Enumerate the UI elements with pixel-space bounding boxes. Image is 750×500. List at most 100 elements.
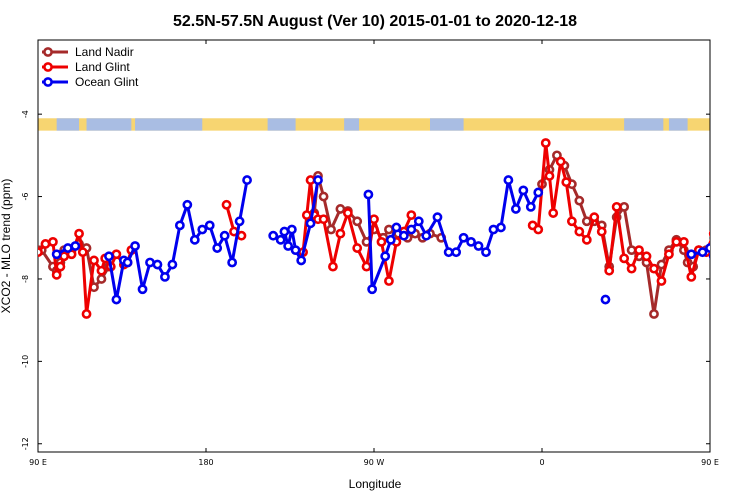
legend-label: Ocean Glint — [75, 75, 139, 89]
data-point — [283, 241, 294, 251]
data-point — [104, 251, 114, 262]
x-tick-label: 90 W — [364, 458, 385, 467]
data-point — [398, 230, 409, 241]
x-tick-label: 180 — [198, 458, 213, 467]
data-point — [466, 236, 476, 247]
data-point — [406, 224, 417, 235]
data-point — [221, 199, 232, 210]
data-point — [664, 249, 674, 260]
data-point — [561, 177, 572, 188]
data-point — [40, 239, 51, 249]
data-point — [152, 259, 163, 270]
band-ocean-6 — [624, 118, 664, 131]
data-point — [518, 185, 529, 196]
data-point — [705, 243, 710, 253]
data-point — [189, 234, 200, 245]
data-point — [328, 261, 338, 272]
band-ocean-1 — [86, 118, 132, 131]
data-point — [96, 265, 107, 276]
data-point — [708, 253, 710, 260]
data-point — [160, 271, 170, 282]
data-point — [671, 236, 682, 247]
data-point — [533, 187, 544, 198]
data-point — [641, 251, 652, 262]
legend-label: Land Glint — [75, 60, 130, 74]
legend-marker — [43, 47, 53, 57]
data-point — [626, 263, 637, 274]
data-point — [268, 230, 279, 241]
data-point — [686, 249, 697, 260]
data-point — [686, 271, 697, 282]
x-axis-label: Longitude — [349, 477, 402, 491]
data-point — [352, 243, 363, 253]
data-point — [242, 175, 252, 185]
data-point — [488, 224, 499, 235]
band-ocean-2 — [135, 118, 203, 131]
data-point — [227, 257, 238, 268]
data-point — [533, 224, 544, 235]
data-point — [544, 171, 555, 181]
data-point — [548, 208, 559, 218]
data-point — [296, 255, 307, 266]
data-point — [443, 247, 454, 258]
band-ocean-0 — [56, 118, 80, 131]
data-point — [219, 230, 230, 241]
data-point — [458, 232, 469, 243]
band-ocean-5 — [430, 118, 464, 131]
data-point — [510, 204, 521, 214]
data-point — [111, 294, 122, 305]
data-point — [111, 249, 122, 260]
data-point — [182, 199, 193, 210]
data-point — [385, 234, 396, 245]
data-point — [174, 220, 185, 231]
series-2 — [51, 175, 710, 305]
data-point — [376, 236, 387, 247]
band-ocean-7 — [668, 118, 688, 131]
data-point — [406, 210, 417, 220]
data-point — [421, 230, 432, 241]
data-point — [596, 226, 607, 237]
data-point — [581, 216, 592, 227]
data-point — [611, 201, 622, 212]
data-point — [496, 222, 506, 233]
data-point — [286, 224, 297, 235]
data-point — [626, 245, 637, 256]
data-point — [335, 204, 346, 214]
data-point — [451, 247, 462, 258]
data-point — [432, 212, 443, 223]
data-point — [290, 245, 301, 256]
data-point — [619, 201, 630, 212]
data-point — [566, 216, 577, 227]
y-tick-label: -8 — [21, 275, 30, 283]
data-point — [352, 216, 363, 227]
legend-label: Land Nadir — [75, 45, 134, 59]
data-point — [574, 226, 585, 237]
data-point — [305, 175, 316, 185]
data-point — [649, 309, 659, 319]
data-point — [234, 216, 245, 227]
series-layer — [38, 138, 710, 319]
data-point — [335, 228, 346, 239]
data-point — [384, 224, 394, 235]
data-point — [581, 234, 592, 245]
data-point — [279, 226, 290, 237]
y-tick-label: -4 — [21, 110, 30, 118]
data-point — [380, 251, 391, 262]
x-axis: 90 E 180 90 W 0 90 E — [29, 40, 719, 467]
band-ocean-3 — [267, 118, 296, 131]
data-point — [678, 236, 689, 247]
data-point — [197, 224, 208, 235]
data-point — [604, 265, 615, 276]
data-point — [137, 284, 148, 295]
data-point — [555, 156, 566, 167]
data-point — [167, 259, 178, 270]
x-tick-label: 90 E — [701, 458, 719, 467]
data-point — [122, 257, 133, 268]
data-point — [361, 261, 372, 272]
data-point — [589, 212, 600, 223]
data-point — [473, 241, 484, 251]
data-point — [51, 249, 62, 260]
data-point — [367, 284, 378, 295]
